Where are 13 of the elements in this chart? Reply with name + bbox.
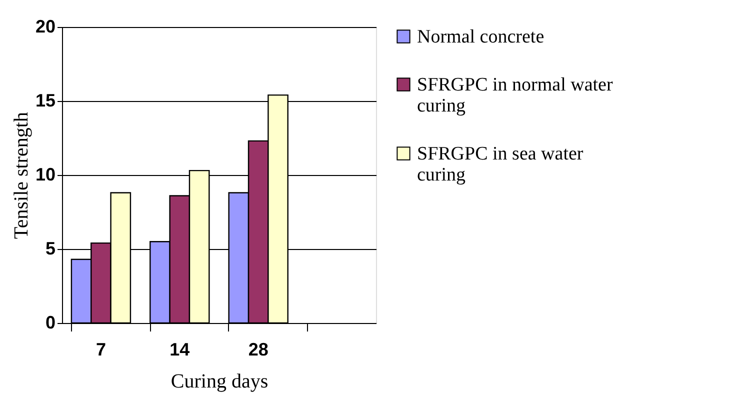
legend-label: SFRGPC in normal water curing xyxy=(417,74,614,116)
legend-label: SFRGPC in sea water curing xyxy=(417,144,584,186)
y-axis-title: Tensile strength xyxy=(10,112,32,239)
x-tick-label: 14 xyxy=(170,340,190,360)
y-tick-label: 5 xyxy=(45,238,56,258)
x-tick-label: 28 xyxy=(248,340,268,360)
x-tick-label: 7 xyxy=(96,340,106,360)
y-tick-label: 20 xyxy=(35,16,56,36)
legend-label: Normal concrete xyxy=(417,26,544,48)
y-tick-label: 10 xyxy=(35,164,56,184)
y-tick-label: 15 xyxy=(35,90,56,110)
x-axis-title: Curing days xyxy=(170,370,268,392)
y-tick-label: 0 xyxy=(45,312,56,332)
